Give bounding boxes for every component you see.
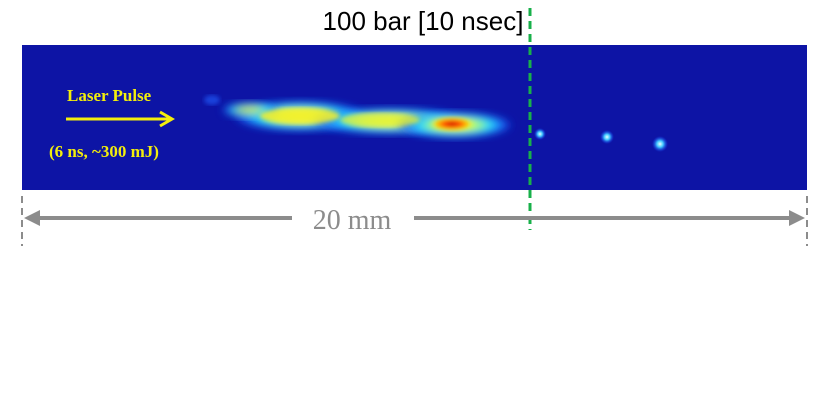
emission-plume [220, 100, 515, 139]
laser-pulse-title: Laser Pulse [67, 86, 152, 105]
faint-glow [204, 95, 220, 105]
emission-dots [534, 128, 668, 152]
scale-bar [21, 196, 808, 246]
laser-pulse-params: (6 ns, ~300 mJ) [49, 142, 159, 161]
scale-bar-label: 20 mm [312, 205, 392, 236]
figure-title: 100 bar [10 nsec] [322, 6, 524, 36]
laser-arrow-icon [66, 110, 175, 128]
